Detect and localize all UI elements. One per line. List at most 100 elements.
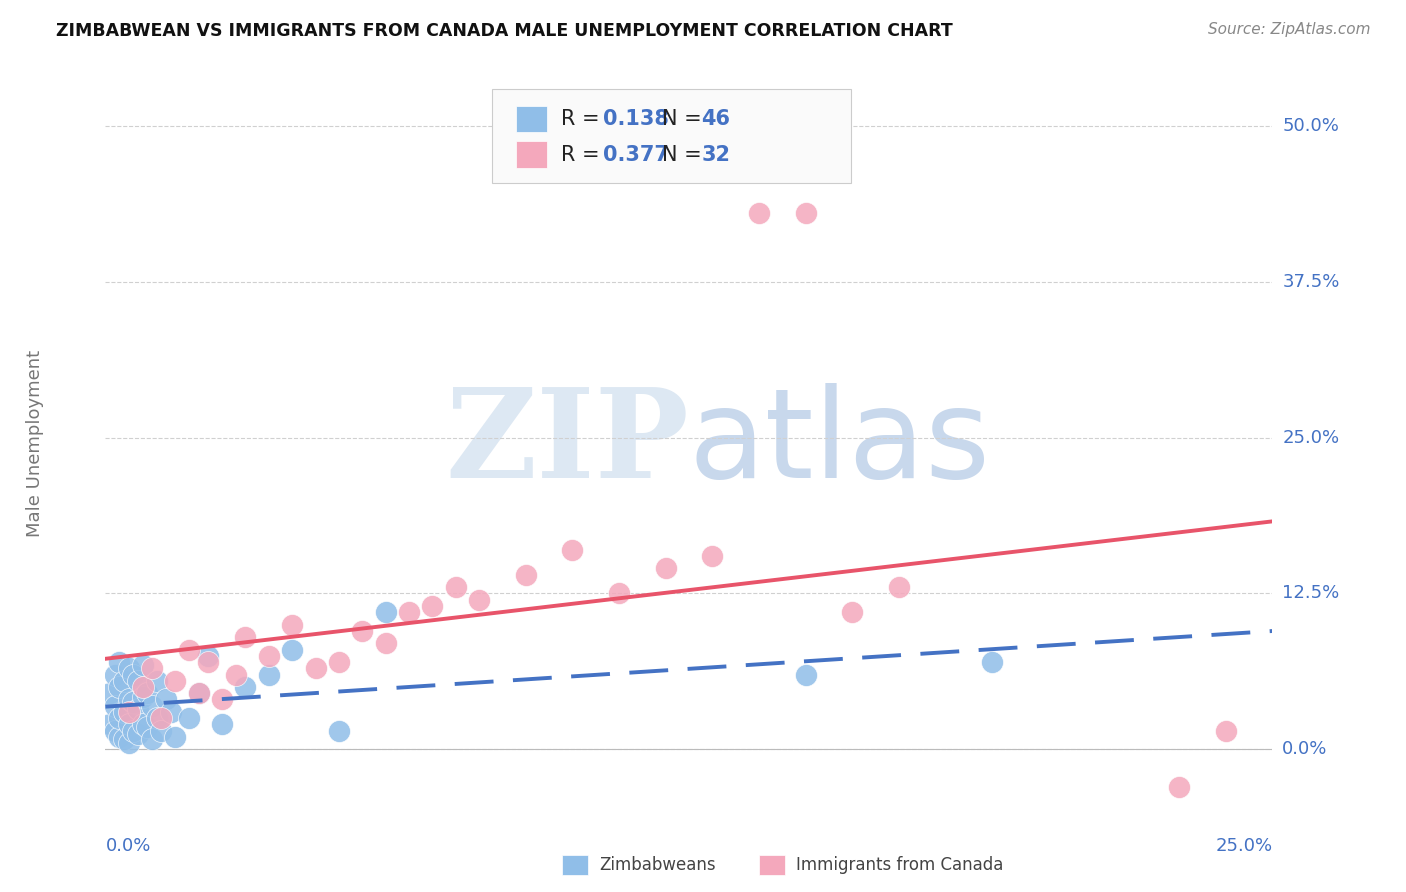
Text: R =: R = — [561, 145, 606, 165]
Point — [187, 686, 209, 700]
Point — [702, 549, 724, 563]
Point — [159, 705, 181, 719]
Point — [1168, 780, 1191, 794]
Point — [155, 692, 177, 706]
Point — [607, 586, 630, 600]
Point — [104, 723, 127, 738]
Point — [127, 727, 149, 741]
Point — [108, 730, 131, 744]
Point — [841, 605, 863, 619]
Point — [150, 711, 173, 725]
Point — [112, 673, 135, 688]
Point — [420, 599, 443, 613]
Text: N =: N = — [662, 145, 709, 165]
Point — [225, 667, 247, 681]
Point — [122, 695, 145, 709]
Point — [981, 655, 1004, 669]
Point — [257, 648, 280, 663]
Point — [127, 673, 149, 688]
Point — [515, 567, 537, 582]
Text: 25.0%: 25.0% — [1215, 837, 1272, 855]
Point — [748, 206, 770, 220]
Point — [197, 655, 219, 669]
Point — [141, 661, 163, 675]
Point — [794, 667, 817, 681]
Point — [561, 542, 583, 557]
Point — [108, 655, 131, 669]
Text: Zimbabweans: Zimbabweans — [599, 856, 716, 874]
Point — [118, 661, 141, 675]
Point — [146, 711, 169, 725]
Point — [132, 680, 155, 694]
Point — [235, 680, 257, 694]
Point — [136, 686, 159, 700]
Point — [179, 642, 201, 657]
Point — [165, 730, 187, 744]
Point — [98, 686, 121, 700]
Point — [398, 605, 420, 619]
Text: 0.138: 0.138 — [603, 109, 669, 129]
Point — [197, 648, 219, 663]
Point — [118, 692, 141, 706]
Point — [127, 702, 149, 716]
Text: 0.0%: 0.0% — [1282, 740, 1327, 758]
Point — [165, 673, 187, 688]
Point — [281, 617, 304, 632]
Point — [444, 580, 467, 594]
Text: R =: R = — [561, 109, 606, 129]
Text: 50.0%: 50.0% — [1282, 117, 1339, 135]
Point — [352, 624, 374, 638]
Text: 25.0%: 25.0% — [1282, 428, 1340, 447]
Point — [146, 673, 169, 688]
Point — [281, 642, 304, 657]
Point — [122, 667, 145, 681]
Point — [118, 736, 141, 750]
Text: 46: 46 — [702, 109, 731, 129]
Point — [468, 592, 491, 607]
Point — [374, 605, 396, 619]
Point — [112, 705, 135, 719]
Point — [108, 680, 131, 694]
Text: 32: 32 — [702, 145, 731, 165]
Point — [211, 717, 233, 731]
Point — [1215, 723, 1237, 738]
Text: 0.377: 0.377 — [603, 145, 669, 165]
Point — [257, 667, 280, 681]
Point — [328, 655, 350, 669]
Text: 0.0%: 0.0% — [105, 837, 150, 855]
Text: 12.5%: 12.5% — [1282, 584, 1340, 602]
Text: N =: N = — [662, 109, 709, 129]
Point — [98, 717, 121, 731]
Point — [132, 690, 155, 704]
Point — [654, 561, 676, 575]
Point — [132, 657, 155, 672]
Text: Immigrants from Canada: Immigrants from Canada — [796, 856, 1002, 874]
Point — [141, 698, 163, 713]
Point — [235, 630, 257, 644]
Text: 37.5%: 37.5% — [1282, 273, 1340, 291]
Point — [187, 686, 209, 700]
Point — [104, 667, 127, 681]
Point — [794, 206, 817, 220]
Point — [211, 692, 233, 706]
Point — [104, 698, 127, 713]
Text: Source: ZipAtlas.com: Source: ZipAtlas.com — [1208, 22, 1371, 37]
Point — [136, 720, 159, 734]
Text: atlas: atlas — [689, 384, 991, 504]
Point — [118, 717, 141, 731]
Point — [108, 711, 131, 725]
Text: ZIMBABWEAN VS IMMIGRANTS FROM CANADA MALE UNEMPLOYMENT CORRELATION CHART: ZIMBABWEAN VS IMMIGRANTS FROM CANADA MAL… — [56, 22, 953, 40]
Point — [374, 636, 396, 650]
Point — [887, 580, 910, 594]
Point — [304, 661, 326, 675]
Point — [328, 723, 350, 738]
Point — [150, 723, 173, 738]
Point — [141, 732, 163, 747]
Text: ZIP: ZIP — [446, 384, 689, 504]
Point — [132, 717, 155, 731]
Point — [112, 732, 135, 747]
Point — [179, 711, 201, 725]
Point — [122, 723, 145, 738]
Text: Male Unemployment: Male Unemployment — [27, 351, 44, 537]
Point — [118, 705, 141, 719]
